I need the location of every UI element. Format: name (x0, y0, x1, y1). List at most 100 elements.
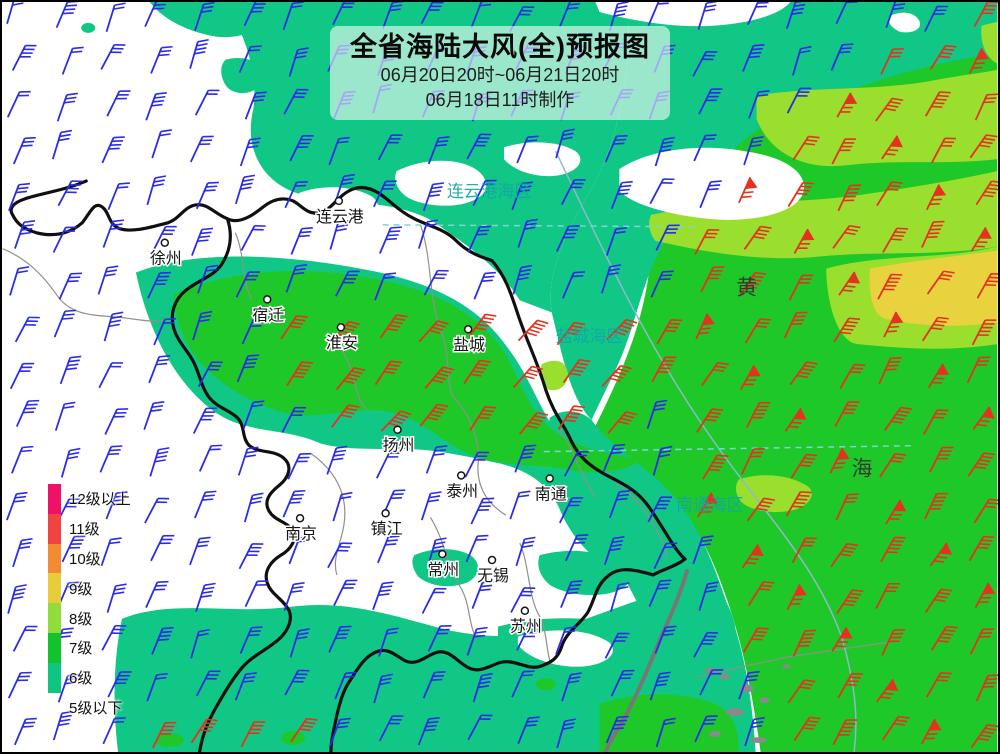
wind-barb (373, 673, 393, 704)
wind-barb (146, 175, 167, 206)
wind-barb (929, 44, 957, 70)
wind-barb (786, 2, 807, 30)
wind-barb (648, 579, 672, 607)
wind-barb (700, 266, 725, 293)
wind-barb (380, 410, 412, 432)
wind-barb (510, 587, 536, 613)
wind-barb (885, 2, 907, 29)
wind-barb (699, 669, 724, 696)
wind-barb (330, 404, 360, 428)
wind-barb (744, 318, 772, 344)
wind-barb (418, 320, 449, 343)
wind-barb (647, 2, 669, 27)
wind-barb (921, 718, 942, 745)
wind-barb (240, 721, 266, 748)
wind-barb (379, 226, 402, 254)
wind-barb (698, 88, 723, 115)
wind-barb (556, 321, 586, 346)
region-level8-band1 (649, 171, 998, 259)
wind-barb (790, 453, 818, 479)
wind-barb (372, 581, 394, 610)
wind-barb (240, 225, 266, 251)
wind-barb (148, 354, 171, 384)
city-label: 连云港 (316, 208, 364, 226)
wind-barb (328, 136, 350, 166)
wind-barb (12, 537, 33, 568)
wind-barb (695, 313, 715, 340)
wind-barb (557, 405, 585, 430)
wind-barb (742, 627, 769, 653)
city-marker (463, 325, 473, 334)
cloud-3 (619, 147, 804, 220)
wind-barb (651, 356, 677, 383)
wind-barb (929, 446, 954, 473)
wind-barb (329, 717, 351, 747)
wind-barb (976, 273, 998, 299)
wind-barb (377, 134, 403, 161)
wind-barb (968, 47, 989, 74)
wind-barb (785, 491, 812, 517)
wind-barb (880, 48, 905, 75)
wind-barb (882, 715, 910, 741)
wind-barb (283, 88, 309, 115)
wind-barb (421, 587, 447, 614)
sea-boundary-arc (555, 150, 857, 752)
wind-barb (288, 47, 309, 77)
wind-barb (11, 44, 37, 71)
wind-barb (696, 408, 724, 433)
wind-barb (12, 136, 36, 165)
wind-barb (789, 361, 818, 386)
wind-barb (738, 670, 760, 700)
wind-barb (738, 271, 766, 297)
wind-barb (875, 582, 900, 609)
wind-barb (377, 535, 400, 564)
wind-barb (973, 2, 998, 28)
wind-barb (468, 313, 497, 338)
legend-row: 7级 (48, 632, 131, 663)
wind-barb (7, 584, 27, 614)
wind-barb (879, 452, 907, 478)
wind-barb (237, 446, 259, 476)
wind-barb (57, 180, 83, 207)
wind-barb (290, 227, 313, 255)
wind-barb (694, 229, 720, 255)
wind-barb (9, 362, 35, 390)
city-marker (456, 471, 466, 480)
wind-barb (104, 408, 129, 435)
wind-barb (143, 401, 165, 430)
legend-row: 5级以下 (48, 693, 131, 723)
wind-barb (379, 314, 408, 339)
legend-label: 5级以下 (69, 699, 123, 717)
wind-barb (694, 715, 718, 743)
wind-barb (286, 361, 313, 387)
wind-barb (836, 589, 864, 614)
wind-barb (190, 628, 210, 659)
wind-barb (15, 399, 40, 427)
wind-barb (697, 492, 718, 518)
wind-barb (417, 219, 439, 249)
cloud-4 (888, 12, 921, 33)
wind-barb (290, 717, 318, 743)
wind-barb (149, 447, 170, 477)
wind-barb (876, 181, 903, 207)
wind-barb (242, 400, 265, 429)
legend-swatch (48, 632, 61, 663)
legend-row: 8级 (48, 603, 131, 633)
wind-barb (925, 672, 952, 698)
wind-barb (601, 264, 622, 294)
wind-barb (882, 227, 909, 253)
cloud-6 (517, 630, 613, 667)
wind-barb (284, 180, 308, 209)
wind-barb (746, 497, 775, 522)
wind-barb (423, 269, 449, 296)
wind-barb (514, 444, 537, 473)
wind-barb (787, 181, 814, 208)
wind-barb (604, 632, 630, 659)
wind-barb (926, 270, 955, 295)
wind-barb (194, 2, 215, 32)
wind-barb (783, 311, 808, 339)
wind-barb (792, 629, 817, 657)
wind-barb (287, 452, 312, 480)
